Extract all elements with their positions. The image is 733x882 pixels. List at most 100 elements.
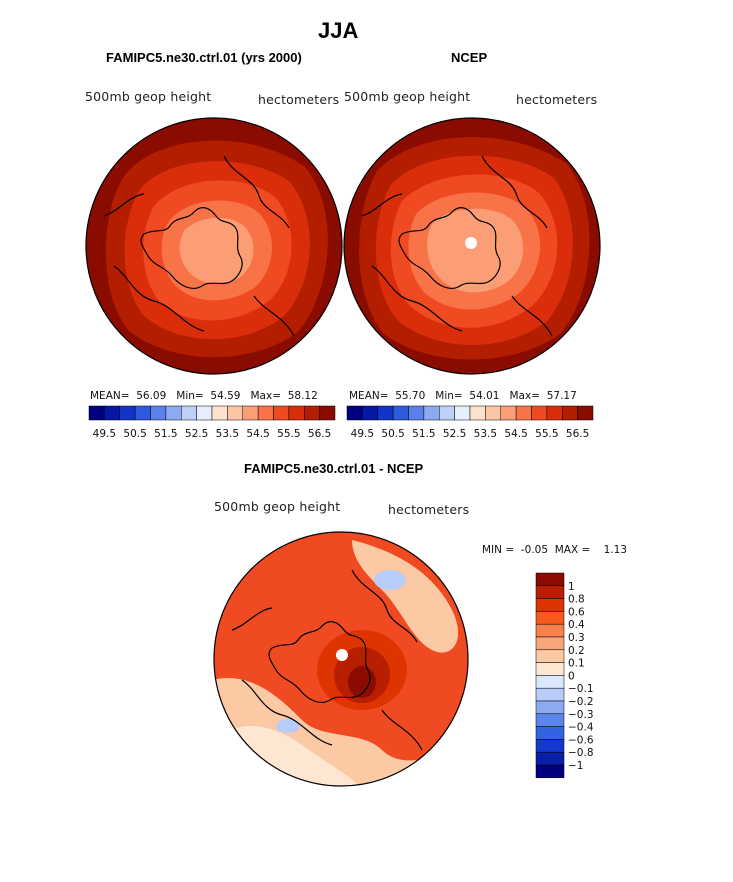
colorbar-swatch bbox=[319, 405, 336, 421]
pole-marker bbox=[336, 649, 348, 661]
mean-label: MEAN= bbox=[90, 390, 130, 402]
legend-swatch bbox=[535, 572, 565, 587]
colorbar-swatch bbox=[242, 405, 259, 421]
left-panel-title: FAMIPC5.ne30.ctrl.01 (yrs 2000) bbox=[106, 50, 302, 65]
max-value: 57.17 bbox=[546, 390, 577, 402]
legend-swatch bbox=[535, 636, 565, 651]
colorbar-swatch bbox=[408, 405, 425, 421]
legend-label: 0.6 bbox=[568, 606, 585, 618]
colorbar-tick-label: 49.5 bbox=[351, 428, 374, 440]
max-label: Max= bbox=[250, 390, 282, 402]
left-stats: MEAN= 56.09 Min= 54.59 Max= 58.12 bbox=[90, 390, 318, 402]
legend-swatch bbox=[535, 713, 565, 727]
legend-swatch bbox=[535, 726, 565, 740]
diff-coastlines bbox=[231, 569, 423, 751]
colorbar-swatch bbox=[227, 405, 243, 421]
left-polar-map bbox=[85, 117, 343, 375]
colorbar-swatch bbox=[423, 405, 440, 421]
diff-min-label: MIN = bbox=[482, 544, 515, 556]
colorbar-tick-label: 52.5 bbox=[185, 428, 208, 440]
colorbar-swatch bbox=[485, 405, 501, 421]
legend-label: −0.4 bbox=[568, 722, 594, 734]
legend-swatch bbox=[535, 739, 565, 753]
colorbar-tick-label: 50.5 bbox=[123, 428, 146, 440]
legend-label: 0.8 bbox=[568, 594, 585, 606]
map-fill-blue-1 bbox=[374, 570, 406, 590]
map-fill-blue-2 bbox=[276, 719, 300, 733]
diff-legend: 10.80.60.40.30.20.10−0.1−0.2−0.3−0.4−0.6… bbox=[535, 572, 594, 779]
colorbar-swatch bbox=[288, 405, 305, 421]
colorbar-swatch bbox=[150, 405, 167, 421]
left-colorbar-ticks: 49.5 50.5 51.5 52.5 53.5 54.5 55.5 56.5 bbox=[93, 428, 332, 440]
colorbar-tick-label: 56.5 bbox=[308, 428, 331, 440]
legend-label: 0.2 bbox=[568, 645, 585, 657]
right-coastlines bbox=[361, 155, 553, 337]
map-fill-level-6 bbox=[427, 208, 524, 293]
map-outline bbox=[85, 117, 343, 375]
diff-polar-map bbox=[213, 531, 469, 787]
legend-label: −0.2 bbox=[568, 696, 594, 708]
colorbar-swatch bbox=[515, 405, 532, 421]
colorbar-tick-label: 51.5 bbox=[412, 428, 435, 440]
min-label: Min= bbox=[435, 390, 463, 402]
map-fill-level-6 bbox=[179, 217, 254, 284]
diff-max-value: 1.13 bbox=[603, 544, 628, 556]
legend-label: −0.1 bbox=[568, 683, 594, 695]
legend-label: 0.1 bbox=[568, 658, 585, 670]
colorbar-tick-label: 55.5 bbox=[535, 428, 558, 440]
diff-units-label: hectometers bbox=[388, 502, 470, 517]
diff-min-value: -0.05 bbox=[520, 544, 549, 556]
legend-label: 0.3 bbox=[568, 632, 585, 644]
right-variable-label: 500mb geop height bbox=[344, 89, 471, 104]
colorbar-swatch bbox=[531, 405, 548, 421]
colorbar-tick-label: 54.5 bbox=[246, 428, 269, 440]
colorbar-swatch bbox=[88, 405, 105, 421]
right-units-label: hectometers bbox=[516, 92, 598, 107]
colorbar-swatch bbox=[181, 405, 197, 421]
colorbar-tick-label: 53.5 bbox=[474, 428, 497, 440]
legend-swatch bbox=[535, 623, 565, 638]
left-colorbar bbox=[88, 405, 336, 421]
min-label: Min= bbox=[176, 390, 204, 402]
legend-label: −1 bbox=[568, 760, 583, 772]
colorbar-swatch bbox=[104, 405, 120, 421]
figure-title: JJA bbox=[318, 18, 359, 43]
colorbar-swatch bbox=[439, 405, 455, 421]
legend-swatch bbox=[535, 611, 565, 625]
legend-label: −0.6 bbox=[568, 734, 594, 746]
colorbar-swatch bbox=[257, 405, 274, 421]
left-variable-label: 500mb geop height bbox=[85, 89, 212, 104]
colorbar-swatch bbox=[469, 405, 486, 421]
map-fill-max bbox=[348, 666, 376, 698]
colorbar-swatch bbox=[165, 405, 182, 421]
pole-marker bbox=[465, 237, 477, 249]
legend-swatch bbox=[535, 687, 565, 702]
diff-max-label: MAX = bbox=[554, 544, 591, 556]
legend-label: 0.4 bbox=[568, 619, 585, 631]
right-colorbar bbox=[346, 405, 594, 421]
colorbar-swatch bbox=[211, 405, 228, 421]
mean-value: 56.09 bbox=[136, 390, 167, 402]
colorbar-tick-label: 55.5 bbox=[277, 428, 300, 440]
diff-min-max: MIN = -0.05 MAX = 1.13 bbox=[482, 544, 627, 556]
colorbar-tick-label: 50.5 bbox=[381, 428, 404, 440]
map-outline bbox=[343, 117, 601, 375]
colorbar-swatch bbox=[134, 405, 151, 421]
map-outline bbox=[213, 531, 469, 787]
colorbar-swatch bbox=[346, 405, 363, 421]
colorbar-swatch bbox=[362, 405, 378, 421]
colorbar-tick-label: 51.5 bbox=[154, 428, 177, 440]
colorbar-tick-label: 53.5 bbox=[216, 428, 239, 440]
diff-variable-label: 500mb geop height bbox=[214, 499, 341, 514]
colorbar-swatch bbox=[546, 405, 563, 421]
colorbar-swatch bbox=[119, 405, 136, 421]
min-value: 54.59 bbox=[210, 390, 241, 402]
colorbar-tick-label: 52.5 bbox=[443, 428, 466, 440]
colorbar-swatch bbox=[562, 405, 578, 421]
legend-label: −0.8 bbox=[568, 747, 594, 759]
right-polar-map bbox=[343, 117, 601, 375]
left-coastlines bbox=[103, 155, 295, 337]
colorbar-tick-label: 56.5 bbox=[566, 428, 589, 440]
legend-swatch bbox=[535, 751, 565, 766]
max-label: Max= bbox=[509, 390, 541, 402]
